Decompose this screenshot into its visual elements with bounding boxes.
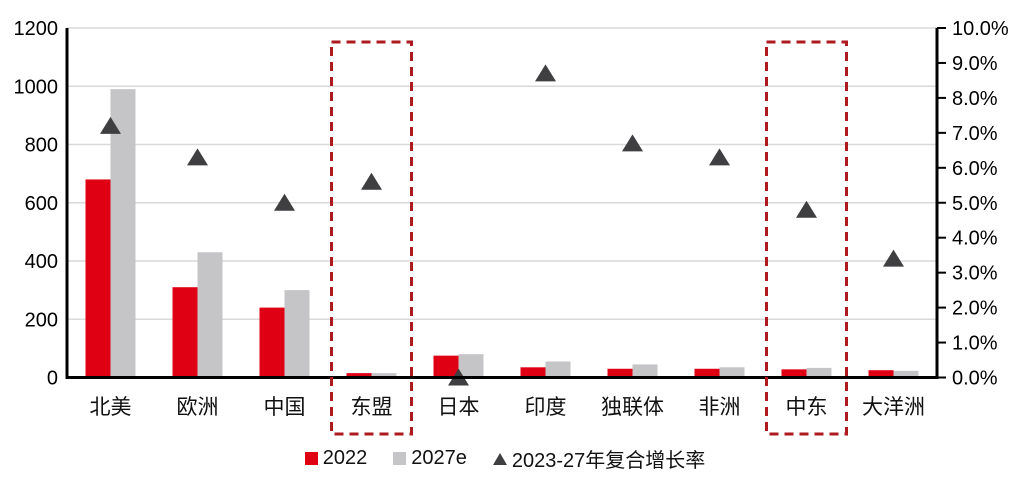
legend-label-2027e: 2027e (411, 447, 467, 469)
bar-2027e (197, 252, 223, 378)
cagr-triangle (796, 200, 817, 218)
legend-item-cagr: 2023-27年复合增长率 (492, 444, 706, 473)
left-axis-tick-label: 0 (47, 368, 58, 390)
category-label: 独联体 (601, 396, 664, 419)
legend-swatch-2027e-icon (393, 452, 407, 465)
right-axis-tick-label: 5.0% (952, 193, 998, 215)
chart-legend: 2022 2027e 2023-27年复合增长率 (0, 444, 1010, 473)
bar-2022 (346, 373, 372, 378)
legend-item-2022: 2022 (304, 447, 368, 470)
cagr-triangle (274, 193, 295, 211)
cagr-triangle (187, 148, 208, 166)
cagr-triangle (883, 249, 904, 267)
right-axis-tick-label: 6.0% (952, 158, 998, 180)
bar-2027e (458, 354, 484, 378)
legend-item-2027e: 2027e (393, 447, 467, 470)
category-label: 中东 (786, 396, 828, 419)
bar-2022 (433, 355, 459, 378)
right-axis-tick-label: 8.0% (952, 88, 998, 110)
left-axis-tick-label: 1200 (14, 18, 59, 40)
category-label: 欧洲 (177, 396, 219, 419)
chart-canvas: 0 200 400 600 800 1000 1200 0.0% 1.0% 2.0% 3.0% 4.0… (14, 18, 1009, 436)
bar-2022 (259, 307, 285, 378)
cagr-triangle (361, 172, 382, 190)
bar-2027e (893, 370, 919, 378)
left-axis-tick-label: 200 (25, 309, 58, 331)
bar-2022 (172, 287, 198, 378)
cagr-triangle (100, 116, 121, 134)
bar-2027e (632, 364, 658, 378)
left-axis-tick-label: 800 (25, 135, 58, 157)
bar-2027e (719, 367, 745, 378)
bar-2022 (85, 179, 111, 378)
right-axis-tick-label: 0.0% (952, 368, 998, 390)
bar-2027e (545, 361, 571, 378)
left-axis-tick-label: 400 (25, 251, 58, 273)
category-label: 日本 (438, 396, 480, 419)
cagr-triangle (709, 148, 730, 166)
right-axis-tick-label: 4.0% (952, 228, 998, 250)
bar-2022 (868, 370, 894, 378)
legend-swatch-2022-icon (304, 452, 318, 465)
highlight-box (330, 40, 413, 436)
cagr-triangle (535, 64, 556, 82)
left-axis-tick-label: 600 (25, 193, 58, 215)
right-axis-tick-label: 7.0% (952, 123, 998, 145)
bar-2027e (371, 373, 397, 378)
bar-2027e (284, 290, 310, 378)
bar-2027e (806, 367, 832, 378)
bar-2022 (607, 368, 633, 378)
right-axis-tick-label: 1.0% (952, 333, 998, 355)
bar-2022 (520, 367, 546, 378)
bar-2022 (694, 368, 720, 378)
legend-triangle-icon (492, 452, 507, 465)
category-label: 非洲 (699, 396, 741, 419)
category-label: 北美 (90, 396, 132, 419)
category-label: 中国 (264, 396, 306, 419)
highlight-box (765, 40, 848, 436)
cagr-triangle (622, 134, 643, 152)
category-label: 印度 (525, 396, 567, 419)
legend-label-2022: 2022 (322, 447, 368, 469)
right-axis-tick-label: 2.0% (952, 298, 998, 320)
right-axis-tick-label: 10.0% (952, 18, 1009, 40)
category-label: 东盟 (351, 396, 393, 419)
right-axis-tick-label: 9.0% (952, 53, 998, 75)
legend-label-cagr: 2023-27年复合增长率 (511, 450, 706, 472)
bar-2027e (110, 89, 136, 378)
right-axis-tick-label: 3.0% (952, 263, 998, 285)
category-label: 大洋洲 (862, 396, 925, 419)
bar-2022 (781, 369, 807, 378)
left-axis-tick-label: 1000 (14, 76, 59, 98)
